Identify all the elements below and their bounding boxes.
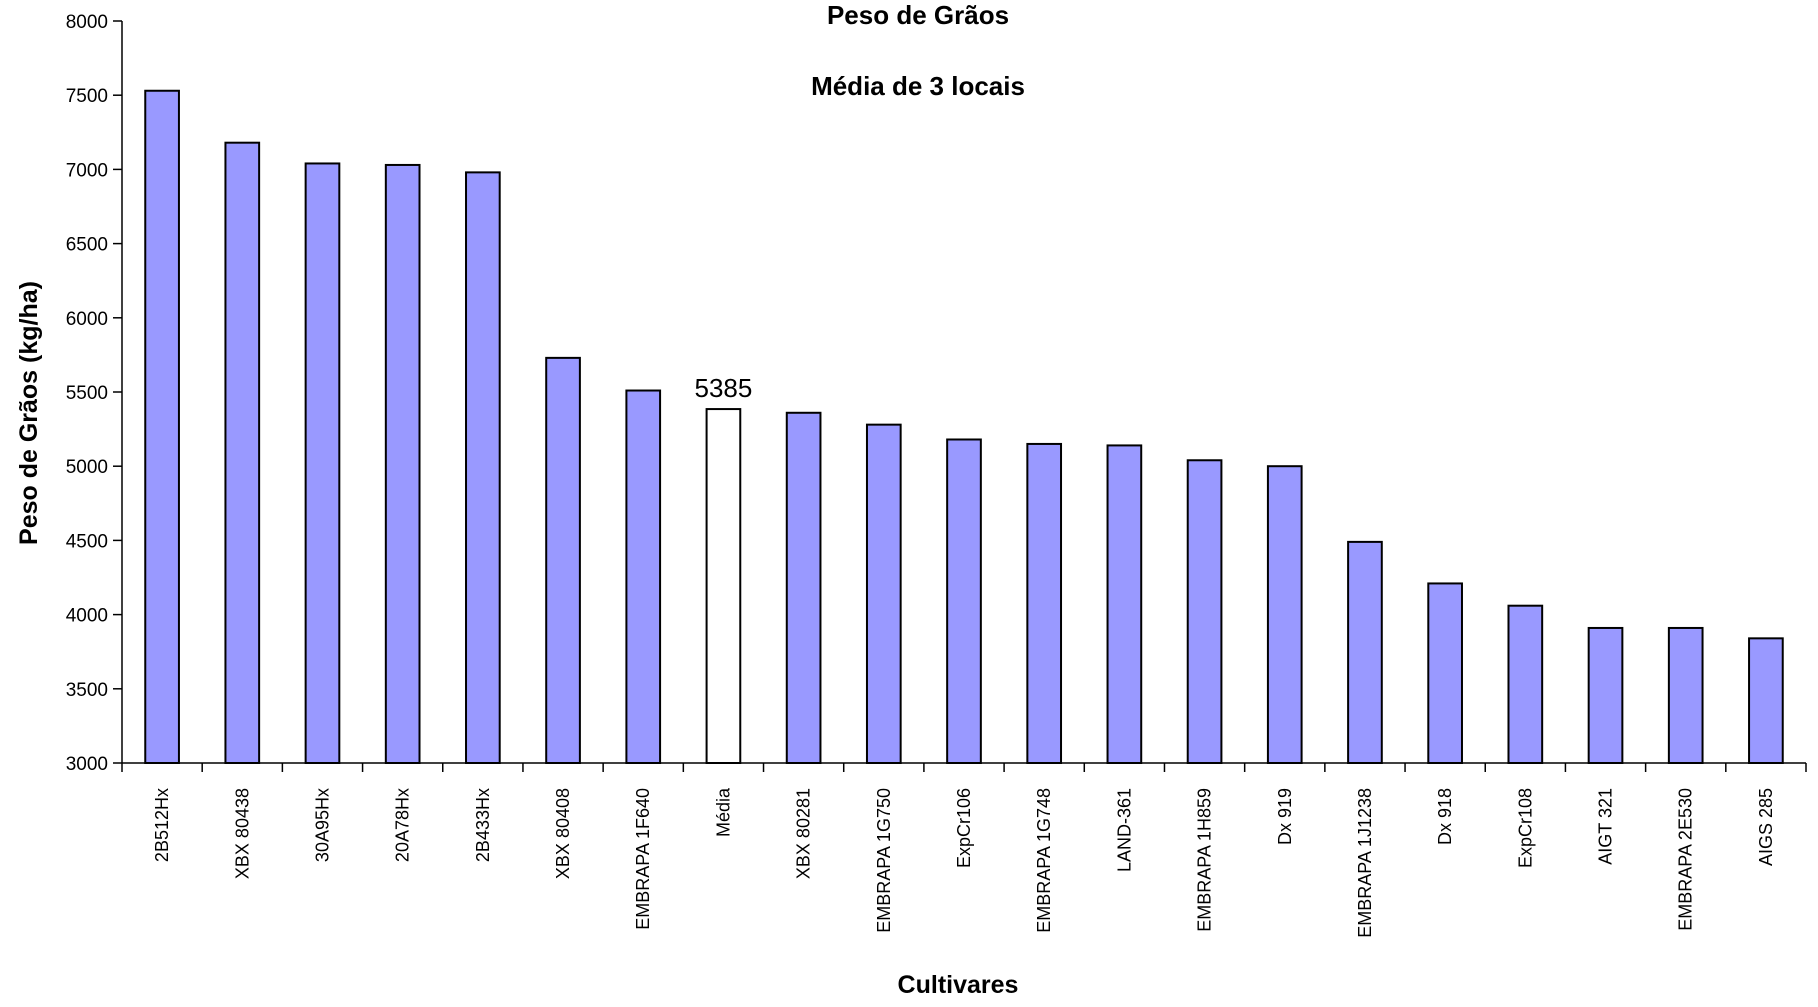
x-tick-label: Dx 919	[1275, 788, 1295, 845]
x-tick-label: EMBRAPA 1H859	[1195, 788, 1215, 932]
y-tick-label: 4000	[66, 606, 108, 627]
x-tick-label: XBX 80281	[794, 788, 814, 879]
bar	[465, 171, 501, 764]
bar	[1186, 459, 1223, 764]
axes-group	[113, 20, 1807, 772]
x-tick-label: LAND-361	[1114, 788, 1134, 872]
bar	[1507, 604, 1544, 765]
x-tick-label: EMBRAPA 1F640	[633, 788, 653, 930]
bars-group	[144, 89, 1784, 765]
bar	[1667, 626, 1704, 765]
bar	[625, 389, 662, 764]
y-tick-label: 5500	[66, 383, 108, 404]
x-tick-label: XBX 80408	[553, 788, 573, 879]
y-axis-label: Peso de Grãos (kg/ha)	[15, 281, 43, 545]
x-tick-label: EMBRAPA 1G748	[1034, 788, 1054, 933]
y-tick-label: 8000	[66, 12, 108, 33]
x-tick-label: EMBRAPA 1J1238	[1355, 788, 1375, 938]
x-tick-label: 2B433Hx	[473, 788, 493, 862]
x-tick-label: Dx 918	[1435, 788, 1455, 845]
x-tick-label: 20A78Hx	[393, 788, 413, 862]
labels-group: 2B512Hx XBX 80438 30A95Hx 20A78Hx 2B433Hx XBX…	[66, 12, 1776, 938]
y-tick-label: 4500	[66, 531, 108, 552]
x-tick-label: EMBRAPA 2E530	[1676, 788, 1696, 931]
x-tick-label: ExpCr106	[954, 788, 974, 868]
bar	[1748, 637, 1784, 765]
x-tick-label: AIGS 285	[1756, 788, 1776, 866]
y-tick-label: 7500	[66, 86, 108, 107]
bar	[545, 356, 581, 764]
bar	[384, 163, 421, 764]
bar	[1106, 444, 1143, 764]
x-tick-label: 30A95Hx	[312, 788, 332, 862]
bar	[1427, 582, 1463, 764]
bar	[785, 411, 822, 764]
y-tick-label: 3000	[66, 754, 108, 775]
x-tick-label: Média	[713, 787, 733, 837]
x-tick-label: ExpCr108	[1515, 788, 1535, 868]
x-tick-label: 2B512Hx	[152, 788, 172, 862]
bar	[224, 141, 261, 764]
bar	[946, 438, 982, 764]
bar	[1587, 626, 1624, 765]
x-axis-label: Cultivares	[898, 971, 1019, 999]
chart-subtitle: Média de 3 locais	[811, 71, 1025, 101]
x-tick-label: EMBRAPA 1G750	[874, 788, 894, 933]
bar	[144, 89, 180, 764]
bar	[1026, 442, 1063, 764]
y-tick-label: 3500	[66, 680, 108, 701]
data-label: 5385	[695, 373, 753, 403]
y-tick-label: 6500	[66, 235, 108, 256]
bar-media	[705, 408, 742, 764]
bar	[304, 162, 341, 764]
x-tick-label: AIGT 321	[1596, 788, 1616, 865]
bar	[865, 423, 902, 764]
bar	[1347, 540, 1383, 764]
y-tick-label: 7000	[66, 160, 108, 181]
y-tick-label: 5000	[66, 457, 108, 478]
bar	[1266, 465, 1303, 764]
y-tick-label: 6000	[66, 309, 108, 330]
chart-title: Peso de Grãos	[827, 0, 1009, 30]
x-tick-label: XBX 80438	[232, 788, 252, 879]
